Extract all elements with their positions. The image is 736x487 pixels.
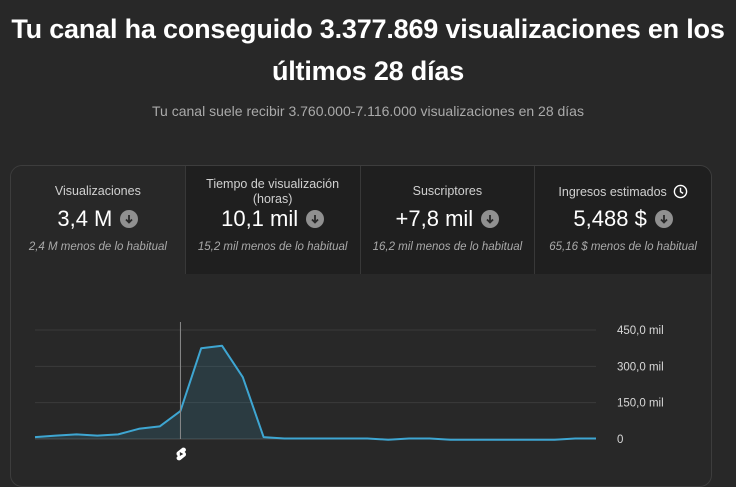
page-subtitle: Tu canal suele recibir 3.760.000-7.116.0… xyxy=(152,103,584,119)
y-tick-label: 0 xyxy=(617,434,623,446)
metric-tile-revenue[interactable]: Ingresos estimados 5,488 $ 65,16 $ menos… xyxy=(535,166,711,274)
metric-value: 5,488 $ xyxy=(573,206,647,231)
arrow-down-circle-icon xyxy=(654,210,673,228)
metric-note: 2,4 M menos de lo habitual xyxy=(28,241,167,253)
y-tick-label: 450,0 mil xyxy=(617,325,664,337)
views-chart[interactable]: 450,0 mil 300,0 mil 150,0 mil 0 xyxy=(11,274,711,486)
metric-tiles: Visualizaciones 3,4 M 2,4 M menos de lo … xyxy=(11,166,711,274)
metric-value: 3,4 M xyxy=(57,206,113,231)
views-chart-svg: 450,0 mil 300,0 mil 150,0 mil 0 xyxy=(34,322,664,461)
metric-tile-views[interactable]: Visualizaciones 3,4 M 2,4 M menos de lo … xyxy=(11,166,186,274)
metric-note: 15,2 mil menos de lo habitual xyxy=(197,241,348,253)
arrow-down-circle-icon xyxy=(120,210,139,228)
views-area xyxy=(35,345,596,440)
metric-label: Visualizaciones xyxy=(54,184,141,198)
metric-value: 10,1 mil xyxy=(221,206,299,231)
shorts-icon[interactable] xyxy=(176,447,186,461)
metric-tile-subscribers[interactable]: Suscriptores +7,8 mil 16,2 mil menos de … xyxy=(360,166,536,274)
metric-value-row: +7,8 mil xyxy=(361,206,535,232)
metric-value-row: 3,4 M xyxy=(11,206,185,232)
clock-icon[interactable] xyxy=(673,184,688,202)
metric-label: Tiempo de visualización (horas) xyxy=(206,177,340,206)
metric-value: +7,8 mil xyxy=(395,206,474,231)
metric-label: Ingresos estimados xyxy=(558,185,667,199)
title-line-2: últimos 28 días xyxy=(271,56,465,86)
arrow-down-circle-icon xyxy=(306,210,325,228)
metric-label-row: Ingresos estimados xyxy=(535,184,711,202)
metric-tile-watch-time[interactable]: Tiempo de visualización (horas) 10,1 mil… xyxy=(185,166,361,274)
analytics-card: Visualizaciones 3,4 M 2,4 M menos de lo … xyxy=(10,165,712,487)
arrow-down-circle-icon xyxy=(481,210,500,228)
metric-value-row: 5,488 $ xyxy=(535,206,711,232)
metric-note: 65,16 $ menos de lo habitual xyxy=(549,241,697,253)
metric-label: Suscriptores xyxy=(412,184,483,198)
title-line-1: Tu canal ha conseguido 3.377.869 visuali… xyxy=(11,14,725,44)
metric-value-row: 10,1 mil xyxy=(186,206,360,232)
metric-note: 16,2 mil menos de lo habitual xyxy=(372,241,523,253)
y-tick-label: 150,0 mil xyxy=(617,398,664,410)
page-title: Tu canal ha conseguido 3.377.869 visuali… xyxy=(0,8,736,92)
views-line xyxy=(34,344,596,441)
y-tick-label: 300,0 mil xyxy=(617,361,664,373)
